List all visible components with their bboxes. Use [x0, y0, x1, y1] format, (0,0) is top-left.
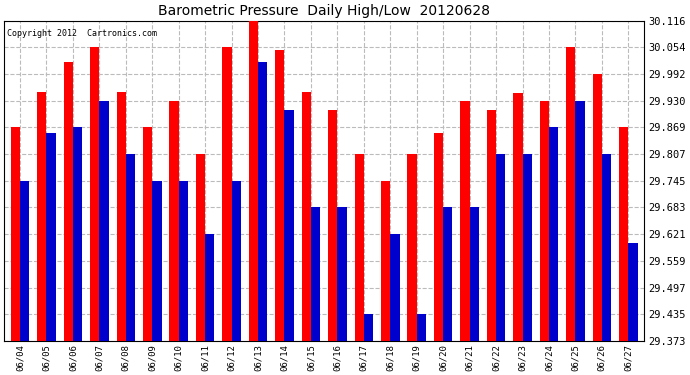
- Bar: [11, 127, 20, 341]
- Bar: [434, 133, 443, 341]
- Bar: [302, 92, 311, 341]
- Bar: [364, 315, 373, 341]
- Bar: [629, 243, 638, 341]
- Bar: [355, 154, 364, 341]
- Bar: [90, 48, 99, 341]
- Bar: [513, 93, 522, 341]
- Bar: [196, 154, 205, 341]
- Bar: [99, 101, 108, 341]
- Bar: [540, 101, 549, 341]
- Bar: [619, 127, 629, 341]
- Bar: [170, 101, 179, 341]
- Bar: [232, 181, 241, 341]
- Bar: [152, 181, 161, 341]
- Bar: [443, 207, 453, 341]
- Bar: [46, 133, 56, 341]
- Bar: [460, 101, 470, 341]
- Bar: [417, 315, 426, 341]
- Bar: [602, 154, 611, 341]
- Text: Copyright 2012  Cartronics.com: Copyright 2012 Cartronics.com: [8, 29, 157, 38]
- Bar: [575, 101, 584, 341]
- Bar: [337, 207, 346, 341]
- Bar: [143, 127, 152, 341]
- Bar: [522, 154, 532, 341]
- Bar: [73, 127, 82, 341]
- Bar: [311, 207, 320, 341]
- Bar: [566, 48, 575, 341]
- Bar: [408, 154, 417, 341]
- Bar: [258, 62, 267, 341]
- Title: Barometric Pressure  Daily High/Low  20120628: Barometric Pressure Daily High/Low 20120…: [158, 4, 490, 18]
- Bar: [205, 234, 215, 341]
- Bar: [126, 154, 135, 341]
- Bar: [37, 92, 46, 341]
- Bar: [381, 181, 391, 341]
- Bar: [249, 21, 258, 341]
- Bar: [470, 207, 479, 341]
- Bar: [593, 74, 602, 341]
- Bar: [117, 92, 126, 341]
- Bar: [328, 110, 337, 341]
- Bar: [487, 110, 496, 341]
- Bar: [496, 154, 505, 341]
- Bar: [391, 234, 400, 341]
- Bar: [275, 50, 284, 341]
- Bar: [63, 62, 73, 341]
- Bar: [20, 181, 29, 341]
- Bar: [549, 127, 558, 341]
- Bar: [284, 110, 294, 341]
- Bar: [179, 181, 188, 341]
- Bar: [222, 48, 232, 341]
